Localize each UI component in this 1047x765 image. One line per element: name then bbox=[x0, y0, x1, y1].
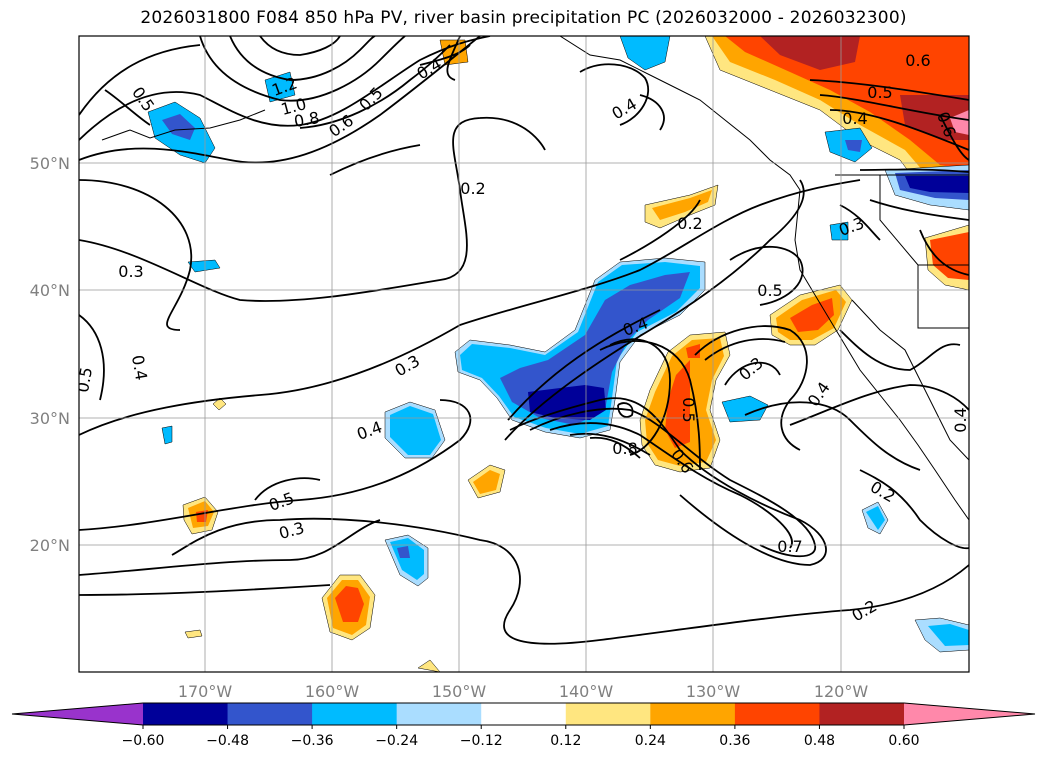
contour-label: 0.4 bbox=[842, 109, 867, 128]
lon-label: 120°W bbox=[814, 682, 869, 701]
contour-label: 0.3 bbox=[118, 262, 143, 281]
colorbar-tick-label: 0.12 bbox=[550, 733, 581, 749]
colorbar: −0.60 −0.48 −0.36 −0.24 −0.12 0.12 0.24 0.36 0.4… bbox=[11, 702, 1036, 749]
contour-label: 0.2 bbox=[677, 214, 702, 233]
colorbar-bin bbox=[396, 703, 482, 725]
colorbar-bin bbox=[227, 703, 313, 725]
contour-label: 0.7 bbox=[777, 537, 802, 556]
lon-axis-labels: 170°W 160°W 150°W 140°W 130°W 120°W bbox=[178, 682, 869, 701]
lat-axis-labels: 50°N 40°N 30°N 20°N bbox=[30, 154, 70, 555]
contour-label: 0.8 bbox=[612, 439, 637, 458]
lon-label: 130°W bbox=[686, 682, 741, 701]
lon-label: 150°W bbox=[432, 682, 487, 701]
colorbar-bin bbox=[650, 703, 736, 725]
colorbar-tick-label: −0.48 bbox=[206, 733, 249, 749]
lat-label: 40°N bbox=[30, 281, 70, 300]
pv-contours bbox=[79, 36, 969, 645]
map-title: 2026031800 F084 850 hPa PV, river basin … bbox=[140, 8, 907, 28]
contour-label: 0.5 bbox=[757, 281, 782, 300]
contour-label: 0.4 bbox=[951, 407, 970, 432]
contour-label: 0.5 bbox=[679, 397, 698, 422]
lon-label: 170°W bbox=[178, 682, 233, 701]
lat-label: 20°N bbox=[30, 536, 70, 555]
lon-label: 160°W bbox=[305, 682, 360, 701]
colorbar-tick-label: 0.48 bbox=[804, 733, 835, 749]
colorbar-bin bbox=[143, 703, 229, 725]
colorbar-bin bbox=[481, 703, 567, 725]
precip-shading bbox=[147, 36, 969, 672]
contour-label: 0.4 bbox=[128, 354, 151, 382]
colorbar-tick-label: −0.60 bbox=[122, 733, 165, 749]
colorbar-tick-label: −0.12 bbox=[460, 733, 503, 749]
contour-label: 0.6 bbox=[905, 51, 930, 70]
colorbar-tick-label: 0.60 bbox=[888, 733, 919, 749]
colorbar-bin bbox=[819, 703, 905, 725]
colorbar-extend-min bbox=[12, 703, 143, 725]
map-content: 0.5 1.21.00.8 0.60.50.40.40.20.20.60.50.4 0… bbox=[73, 36, 970, 672]
contour-label: 0.5 bbox=[867, 83, 892, 102]
contour-label: 0.8 bbox=[293, 108, 321, 131]
lon-label: 140°W bbox=[559, 682, 614, 701]
colorbar-tick-label: 0.24 bbox=[635, 733, 666, 749]
colorbar-extend-max bbox=[904, 703, 1035, 725]
colorbar-bin bbox=[565, 703, 651, 725]
contour-label: 0.5 bbox=[73, 366, 96, 394]
lat-label: 50°N bbox=[30, 154, 70, 173]
colorbar-tick-label: 0.36 bbox=[719, 733, 750, 749]
map-frame bbox=[78, 35, 970, 673]
colorbar-tick-label: −0.24 bbox=[375, 733, 418, 749]
colorbar-tick-label: −0.36 bbox=[291, 733, 334, 749]
colorbar-bin bbox=[312, 703, 398, 725]
colorbar-bin bbox=[734, 703, 820, 725]
graticule bbox=[79, 36, 969, 672]
contour-label: 0.2 bbox=[460, 179, 485, 198]
lat-label: 30°N bbox=[30, 409, 70, 428]
coastlines bbox=[101, 36, 969, 521]
